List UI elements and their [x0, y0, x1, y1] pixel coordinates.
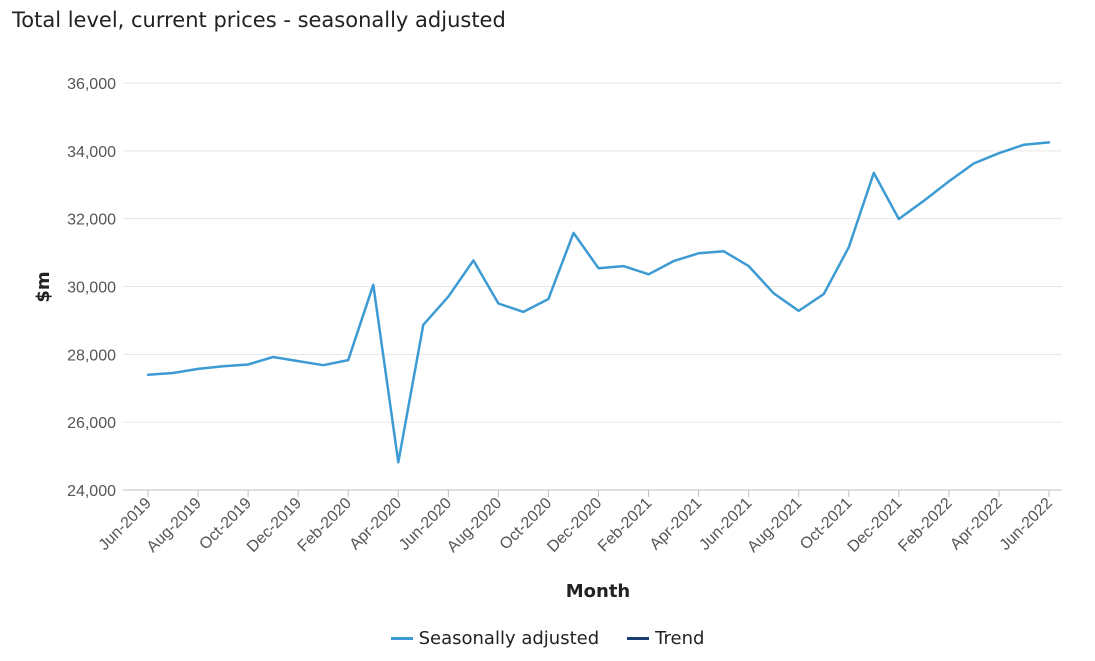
data-point[interactable]	[647, 272, 651, 276]
x-tick-label: Feb-2021	[595, 495, 656, 556]
x-tick-label: Apr-2021	[647, 495, 706, 554]
y-tick-label: 36,000	[67, 76, 116, 93]
data-point[interactable]	[822, 292, 826, 296]
data-point[interactable]	[471, 258, 475, 262]
data-point[interactable]	[872, 171, 876, 175]
data-point[interactable]	[146, 373, 150, 377]
x-axis-label: Month	[566, 581, 631, 602]
data-point[interactable]	[321, 363, 325, 367]
data-point[interactable]	[571, 231, 575, 235]
series-lines	[146, 140, 1051, 464]
data-point[interactable]	[546, 297, 550, 301]
data-point[interactable]	[722, 249, 726, 253]
legend-label-trend: Trend	[655, 628, 705, 649]
y-axis-ticks: 24,000 26,000 28,000 30,000 32,000 34,000 36,0…	[67, 76, 116, 500]
legend-swatch-trend	[627, 637, 650, 640]
x-tick-label: Aug-2021	[744, 495, 805, 556]
data-point[interactable]	[947, 179, 951, 183]
x-tick-label: Aug-2020	[444, 495, 505, 556]
legend-item-seasonally-adjusted[interactable]: Seasonally adjusted	[390, 628, 600, 649]
data-point[interactable]	[672, 259, 676, 263]
x-tick-label: Dec-2020	[544, 495, 605, 556]
x-tick-label: Apr-2020	[347, 495, 406, 554]
data-point[interactable]	[847, 245, 851, 249]
x-tick-label: Apr-2022	[947, 495, 1006, 554]
y-tick-label: 24,000	[67, 483, 116, 500]
legend: Seasonally adjusted Trend	[0, 628, 1095, 649]
data-point[interactable]	[697, 251, 701, 255]
data-point[interactable]	[371, 283, 375, 287]
legend-label-seasonally-adjusted: Seasonally adjusted	[418, 628, 600, 649]
series-line-seasonally-adjusted[interactable]	[146, 141, 1051, 464]
x-tick-label: Aug-2019	[144, 495, 205, 556]
data-point[interactable]	[772, 291, 776, 295]
x-axis-ticks: Jun-2019Aug-2019Oct-2019Dec-2019Feb-2020…	[96, 490, 1056, 556]
data-point[interactable]	[597, 266, 601, 270]
data-point[interactable]	[196, 367, 200, 371]
data-point[interactable]	[346, 358, 350, 362]
data-point[interactable]	[446, 295, 450, 299]
data-point[interactable]	[221, 364, 225, 368]
data-point[interactable]	[171, 371, 175, 375]
y-tick-label: 26,000	[67, 415, 116, 432]
data-point[interactable]	[897, 217, 901, 221]
y-tick-label: 28,000	[67, 347, 116, 364]
data-point[interactable]	[396, 460, 400, 464]
x-tick-label: Feb-2022	[895, 495, 956, 556]
data-point[interactable]	[797, 309, 801, 313]
x-tick-label: Dec-2021	[845, 495, 906, 556]
data-point[interactable]	[972, 161, 976, 165]
data-point[interactable]	[246, 363, 250, 367]
y-axis-label: $m	[33, 271, 54, 302]
legend-swatch-seasonally-adjusted	[390, 637, 413, 640]
data-point[interactable]	[997, 151, 1001, 155]
data-point[interactable]	[296, 359, 300, 363]
legend-item-trend[interactable]: Trend	[627, 628, 704, 649]
data-point[interactable]	[1047, 140, 1051, 144]
x-tick-label: Feb-2020	[295, 495, 356, 556]
chart-title: Total level, current prices - seasonally…	[12, 8, 506, 32]
y-tick-label: 34,000	[67, 144, 116, 161]
grid-lines	[123, 82, 1062, 491]
x-tick-label: Dec-2019	[244, 495, 305, 556]
data-point[interactable]	[747, 264, 751, 268]
x-tick-label: Jun-2022	[997, 495, 1056, 554]
data-point[interactable]	[271, 355, 275, 359]
data-point[interactable]	[622, 264, 626, 268]
y-tick-label: 30,000	[67, 280, 116, 297]
data-point[interactable]	[421, 323, 425, 327]
data-point[interactable]	[922, 199, 926, 203]
y-tick-label: 32,000	[67, 212, 116, 229]
data-point[interactable]	[496, 301, 500, 305]
data-point[interactable]	[521, 310, 525, 314]
data-point[interactable]	[1022, 143, 1026, 147]
